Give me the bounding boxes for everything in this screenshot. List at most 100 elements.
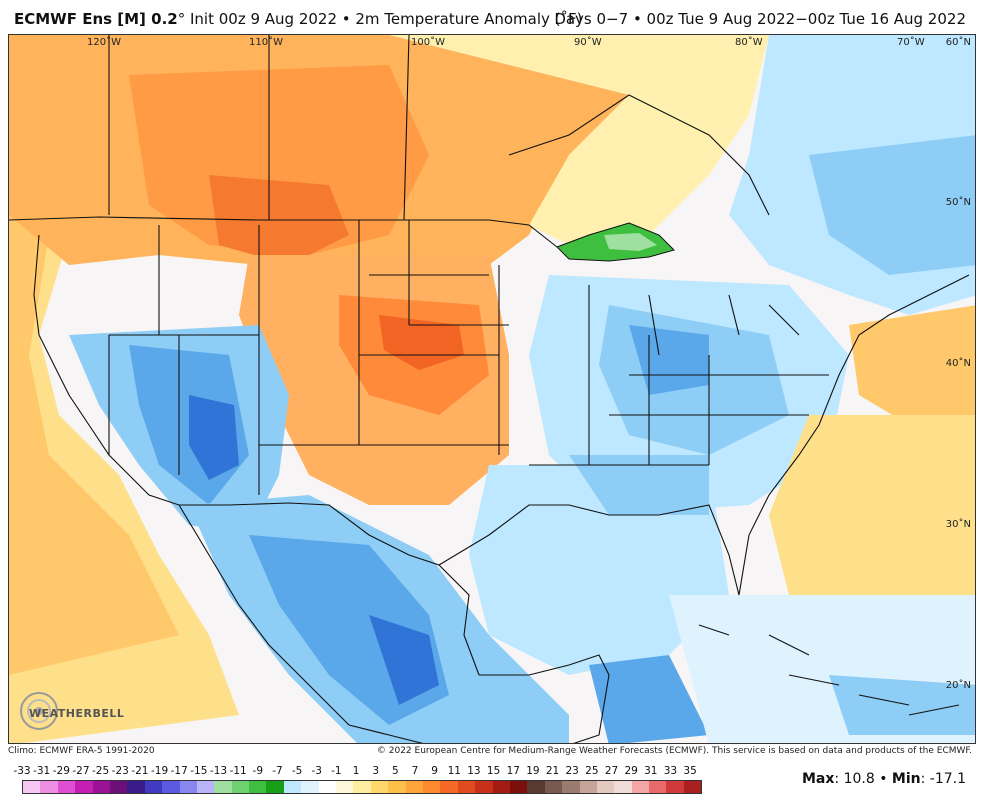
colorbar-tick: -17	[170, 765, 188, 777]
colorbar-tick: -7	[272, 765, 283, 777]
colorbar-tick: 33	[663, 765, 678, 777]
colorbar-swatch	[388, 781, 406, 793]
colorbar-tick: 29	[624, 765, 638, 777]
colorbar-swatch	[631, 781, 650, 793]
header-bar: ECMWF Ens [M] 0.2° Init 00z 9 Aug 2022 •…	[0, 0, 984, 34]
colorbar-swatch	[370, 781, 389, 793]
colorbar-tick: 11	[447, 765, 461, 777]
colorbar	[22, 780, 702, 794]
colorbar-swatch	[318, 781, 337, 793]
colorbar-swatch	[196, 781, 215, 793]
colorbar-tick: 13	[467, 765, 481, 777]
colorbar-tick: -27	[72, 765, 90, 777]
colorbar-swatch	[440, 781, 458, 793]
colorbar-tick: -29	[52, 765, 70, 777]
colorbar-swatch	[179, 781, 197, 793]
max-min-readout: Max: 10.8 • Min: -17.1	[802, 771, 966, 787]
colorbar-tick: -31	[33, 765, 51, 777]
colorbar-swatch	[162, 781, 180, 793]
lon-label-120w: 120˚W	[87, 37, 121, 48]
colorbar-swatch	[40, 781, 58, 793]
colorbar-swatch	[92, 781, 110, 793]
lon-label-90w: 90˚W	[574, 37, 602, 48]
colorbar-tick: 7	[411, 765, 419, 777]
colorbar-swatch	[57, 781, 76, 793]
logo-text: WEATHERBELL	[29, 707, 125, 720]
colorbar-swatch	[457, 781, 476, 793]
colorbar-tick: 3	[372, 765, 380, 777]
colorbar-swatch	[214, 781, 232, 793]
max-label: Max	[801, 771, 835, 787]
colorbar-tick: -33	[13, 765, 31, 777]
lat-label-20n: 20˚N	[945, 680, 971, 691]
colorbar-swatch	[492, 781, 510, 793]
colorbar-swatch	[336, 781, 354, 793]
colorbar-tick: 15	[486, 765, 501, 777]
lat-label-30n: 30˚N	[945, 519, 971, 530]
colorbar-swatch	[579, 781, 597, 793]
lat-label-40n: 40˚N	[945, 358, 971, 369]
lon-label-110w: 110˚W	[249, 37, 283, 48]
max-value: : 10.8 •	[834, 771, 892, 787]
colorbar-tick: -21	[131, 765, 149, 777]
colorbar-tick: 21	[545, 765, 560, 777]
colorbar-swatch	[649, 781, 667, 793]
colorbar-swatch	[266, 781, 284, 793]
colorbar-swatch	[527, 781, 545, 793]
colorbar-swatch	[405, 781, 423, 793]
map-title: ECMWF Ens [M] 0.2° Init 00z 9 Aug 2022 •…	[14, 10, 583, 28]
valid-range: Days 0−7 • 00z Tue 9 Aug 2022−00z Tue 16…	[554, 10, 966, 28]
colorbar-swatch	[475, 781, 493, 793]
map-canvas	[9, 35, 975, 743]
colorbar-tick: -13	[209, 765, 228, 777]
anomaly-map: 120˚W 110˚W 100˚W 90˚W 80˚W 70˚W 60˚N 50…	[8, 34, 976, 744]
lon-label-70w: 70˚W	[897, 37, 925, 48]
init-and-variable: ° Init 00z 9 Aug 2022 • 2m Temperature A…	[177, 10, 583, 28]
colorbar-tick: -5	[291, 765, 303, 777]
colorbar-swatch	[683, 781, 702, 793]
colorbar-swatch	[509, 781, 528, 793]
colorbar-tick: 31	[644, 765, 658, 777]
colorbar-swatch	[144, 781, 163, 793]
colorbar-tick: -3	[311, 765, 322, 777]
colorbar-tick: 19	[526, 765, 540, 777]
colorbar-swatch	[666, 781, 684, 793]
colorbar-tick: 1	[352, 765, 360, 777]
colorbar-tick: 27	[604, 765, 619, 777]
colorbar-swatch	[23, 781, 41, 793]
colorbar-tick: 17	[506, 765, 520, 777]
colorbar-swatch	[301, 781, 319, 793]
colorbar-swatch	[231, 781, 250, 793]
copyright-credit: © 2022 European Centre for Medium-Range …	[376, 746, 972, 756]
lat-label-50n: 50˚N	[945, 197, 971, 208]
climo-credit: Climo: ECMWF ERA-5 1991-2020	[8, 746, 155, 756]
swirl-logo-icon	[20, 692, 58, 730]
colorbar-swatch	[127, 781, 145, 793]
colorbar-tick: -15	[190, 765, 208, 777]
lon-label-100w: 100˚W	[411, 37, 445, 48]
colorbar-tick: -11	[229, 765, 247, 777]
colorbar-tick: 5	[392, 765, 399, 777]
colorbar-tick: 9	[431, 765, 438, 777]
colorbar-swatch	[353, 781, 371, 793]
colorbar-swatch	[562, 781, 580, 793]
colorbar-tick: -25	[92, 765, 110, 777]
colorbar-tick: -19	[150, 765, 169, 777]
colorbar-swatch	[544, 781, 563, 793]
model-name: ECMWF Ens [M] 0.2	[14, 10, 178, 28]
lon-label-80w: 80˚W	[735, 37, 763, 48]
colorbar-tick: 25	[585, 765, 599, 777]
colorbar-swatch	[283, 781, 302, 793]
colorbar-swatch	[596, 781, 615, 793]
colorbar-tick: -9	[252, 765, 264, 777]
min-value: : -17.1	[920, 771, 966, 787]
weatherbell-logo: WEATHERBELL	[15, 685, 125, 735]
colorbar-tick: 35	[683, 765, 697, 777]
colorbar-swatch	[614, 781, 632, 793]
min-label: Min	[891, 771, 921, 787]
colorbar-swatch	[249, 781, 267, 793]
colorbar-tick: 23	[565, 765, 579, 777]
colorbar-swatch	[75, 781, 93, 793]
lat-label-60n: 60˚N	[945, 37, 971, 48]
colorbar-tick: -23	[111, 765, 129, 777]
